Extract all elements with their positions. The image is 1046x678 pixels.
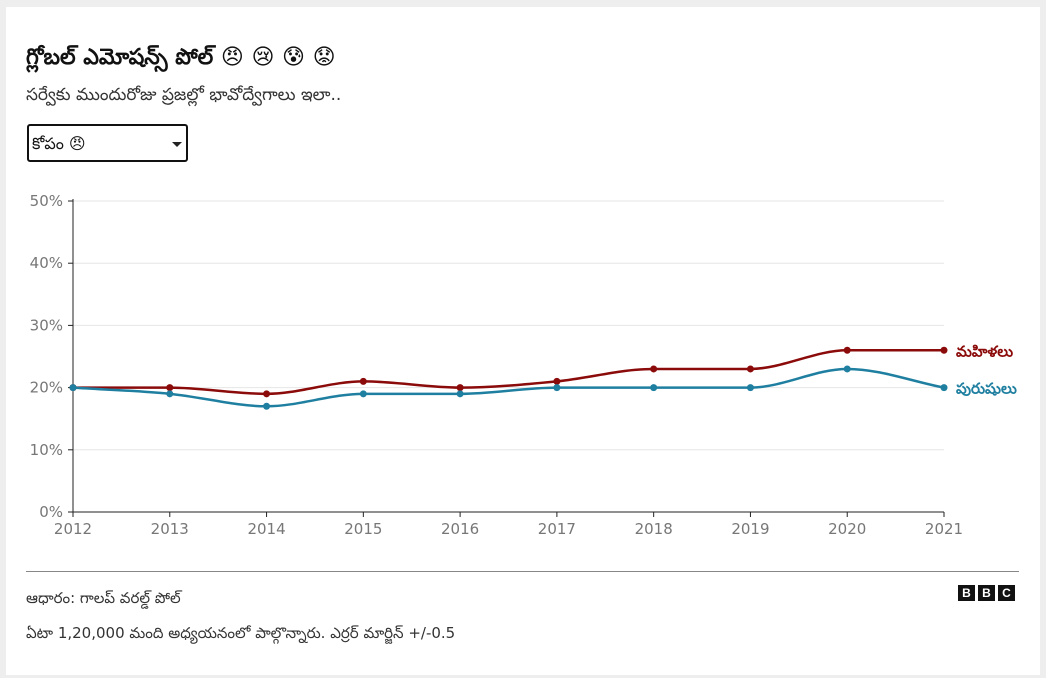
x-tick-label: 2019 bbox=[731, 520, 769, 538]
data-point[interactable] bbox=[650, 384, 658, 392]
emotion-select-value: కోపం 😠 bbox=[32, 134, 86, 153]
data-point[interactable] bbox=[69, 384, 77, 392]
y-tick-label: 10% bbox=[30, 441, 63, 459]
gridlines bbox=[73, 200, 944, 451]
bbc-logo: B B C bbox=[958, 585, 1015, 601]
data-point[interactable] bbox=[843, 346, 851, 354]
data-point[interactable] bbox=[359, 377, 367, 385]
data-point[interactable] bbox=[359, 390, 367, 398]
data-point[interactable] bbox=[263, 402, 271, 410]
chevron-down-icon bbox=[172, 142, 182, 147]
data-point[interactable] bbox=[456, 390, 464, 398]
emotion-select[interactable]: కోపం 😠 bbox=[27, 124, 188, 162]
y-tick-label: 50% bbox=[30, 192, 63, 210]
data-point[interactable] bbox=[456, 384, 464, 392]
chart-card: గ్లోబల్ ఎమోషన్స్ పోల్ 😠 😢 😰 😟 సర్వేకు ము… bbox=[6, 7, 1040, 675]
data-point[interactable] bbox=[553, 384, 561, 392]
x-tick-label: 2015 bbox=[344, 520, 382, 538]
line-chart: 0%10%20%30%40%50% 2012 2013 2014 2015 2016 20… bbox=[30, 192, 1017, 538]
x-tick-label: 2012 bbox=[54, 520, 92, 538]
source-text: ఆధారం: గాలప్ వరల్డ్ పోల్ bbox=[26, 589, 181, 607]
data-point[interactable] bbox=[746, 384, 754, 392]
chart-title: గ్లోబల్ ఎమోషన్స్ పోల్ 😠 😢 😰 😟 bbox=[26, 45, 336, 70]
series-label: పురుషులు bbox=[956, 380, 1017, 398]
series-line bbox=[72, 367, 945, 408]
data-point[interactable] bbox=[650, 365, 658, 373]
x-axis-ticks: 2012 2013 2014 2015 2016 2017 2018 2019 2020 2021 bbox=[54, 512, 963, 538]
x-tick-label: 2016 bbox=[441, 520, 479, 538]
x-tick-label: 2014 bbox=[247, 520, 285, 538]
data-point[interactable] bbox=[263, 390, 271, 398]
y-tick-label: 20% bbox=[30, 379, 63, 397]
series-line bbox=[72, 349, 944, 396]
series-2: పురుషులు bbox=[69, 365, 1017, 410]
logo-letter: C bbox=[998, 585, 1015, 601]
chart-subtitle: సర్వేకు ముందురోజు ప్రజల్లో భావోద్వేగాలు … bbox=[26, 85, 342, 105]
series-group: మహిళలు పురుషులు bbox=[69, 342, 1017, 410]
logo-letter: B bbox=[958, 585, 975, 601]
data-point[interactable] bbox=[166, 384, 174, 392]
x-tick-label: 2018 bbox=[635, 520, 673, 538]
series-1: మహిళలు bbox=[69, 342, 1013, 398]
data-point[interactable] bbox=[553, 377, 561, 385]
y-tick-label: 40% bbox=[30, 254, 63, 272]
logo-letter: B bbox=[978, 585, 995, 601]
x-tick-label: 2017 bbox=[538, 520, 576, 538]
data-point[interactable] bbox=[940, 346, 948, 354]
y-tick-label: 30% bbox=[30, 316, 63, 334]
footnote-text: ఏటా 1,20,000 మంది అధ్యయనంలో పాల్గొన్నారు… bbox=[26, 624, 456, 642]
x-tick-label: 2020 bbox=[828, 520, 866, 538]
series-label: మహిళలు bbox=[956, 342, 1013, 360]
x-tick-label: 2021 bbox=[925, 520, 963, 538]
x-tick-label: 2013 bbox=[151, 520, 189, 538]
footer-divider bbox=[26, 571, 1019, 572]
data-point[interactable] bbox=[746, 365, 754, 373]
data-point[interactable] bbox=[843, 365, 851, 373]
y-axis-ticks: 0% 10% 20% 30% 40% 50% bbox=[30, 192, 73, 521]
data-point[interactable] bbox=[940, 384, 948, 392]
y-tick-label: 0% bbox=[39, 503, 63, 521]
data-point[interactable] bbox=[166, 390, 174, 398]
